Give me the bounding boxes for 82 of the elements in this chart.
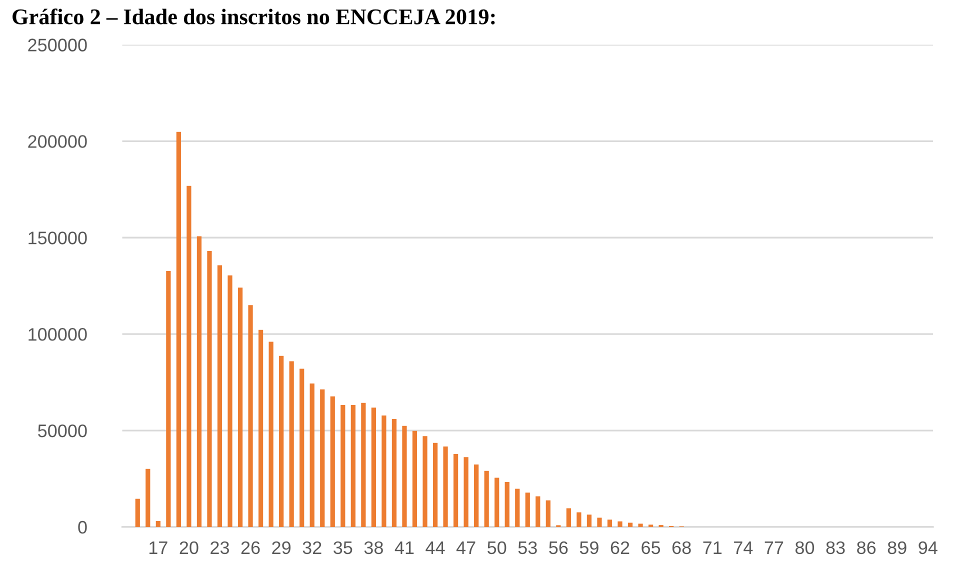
x-tick-label: 29	[272, 541, 291, 554]
x-tick-label: 53	[518, 541, 537, 554]
bar	[146, 468, 150, 527]
y-tick-label: 250000	[28, 38, 87, 52]
bar	[628, 522, 633, 527]
bar	[156, 520, 160, 527]
chart-title: Gráfico 2 – Idade dos inscritos no ENCCEJA 2019:	[12, 8, 495, 24]
y-tick-label: 100000	[28, 328, 87, 341]
x-tick-label: 32	[302, 541, 322, 554]
x-tick-label: 83	[826, 541, 845, 554]
x-tick-label: 94	[918, 541, 938, 554]
x-tick-label: 17	[149, 542, 168, 554]
bar	[402, 426, 407, 527]
bar	[597, 518, 602, 527]
x-tick-label: 41	[394, 542, 414, 554]
bar	[196, 236, 202, 527]
x-tick-label: 86	[857, 541, 876, 554]
bar	[432, 442, 438, 527]
bar	[474, 464, 479, 527]
x-tick-label: 47	[456, 542, 476, 554]
bar	[453, 454, 458, 527]
bar	[607, 520, 612, 527]
bar	[176, 132, 181, 527]
bar	[536, 496, 540, 527]
bar	[289, 361, 294, 527]
x-tick-label: 23	[210, 541, 229, 554]
x-tick-label: 77	[764, 542, 784, 554]
bar	[576, 512, 582, 527]
bar	[166, 271, 171, 527]
bar	[300, 368, 304, 527]
bar	[330, 396, 335, 527]
bar	[566, 508, 571, 527]
x-tick-label: 89	[888, 541, 906, 554]
bar	[422, 436, 428, 527]
x-tick-label: 20	[180, 541, 198, 554]
bar	[392, 418, 397, 527]
bar	[515, 488, 520, 527]
x-tick-label: 50	[488, 541, 506, 554]
bar	[525, 492, 530, 527]
bar	[207, 250, 212, 527]
bar	[546, 500, 550, 527]
bar	[494, 478, 500, 527]
bar	[464, 457, 468, 527]
x-tick-label: 65	[642, 541, 660, 554]
bar	[504, 482, 510, 527]
x-tick-label: 62	[610, 541, 630, 554]
bar	[238, 288, 243, 527]
x-tick-label: 71	[703, 542, 722, 554]
x-tick-label: 56	[549, 541, 568, 554]
x-tick-label: 80	[795, 541, 814, 554]
x-tick-label: 59	[580, 541, 598, 554]
bar	[350, 405, 356, 527]
bar	[228, 275, 232, 527]
bar	[258, 330, 264, 527]
y-tick-label: 50000	[38, 424, 87, 438]
bar	[484, 470, 489, 527]
bar	[412, 430, 418, 527]
y-tick-label: 150000	[28, 232, 87, 244]
bar	[586, 514, 592, 527]
bar	[268, 342, 274, 527]
bar	[382, 415, 386, 527]
bar	[310, 383, 314, 527]
bar	[279, 356, 284, 527]
bar	[371, 408, 376, 527]
y-tick-label: 200000	[28, 135, 87, 148]
bar	[217, 265, 222, 527]
bar	[638, 524, 643, 527]
x-tick-label: 44	[426, 542, 445, 554]
x-tick-label: 38	[364, 541, 383, 554]
x-tick-label: 68	[672, 541, 691, 554]
bar	[443, 446, 448, 527]
bar	[186, 186, 192, 527]
bar	[361, 402, 366, 527]
bar	[340, 405, 346, 527]
x-tick-label: 35	[334, 541, 352, 554]
x-tick-label: 26	[241, 541, 260, 554]
bar	[320, 389, 325, 527]
bar	[248, 305, 253, 527]
bar	[618, 521, 622, 527]
y-tick-label: 0	[78, 520, 87, 534]
bar	[135, 498, 140, 527]
x-tick-label: 74	[734, 542, 753, 554]
